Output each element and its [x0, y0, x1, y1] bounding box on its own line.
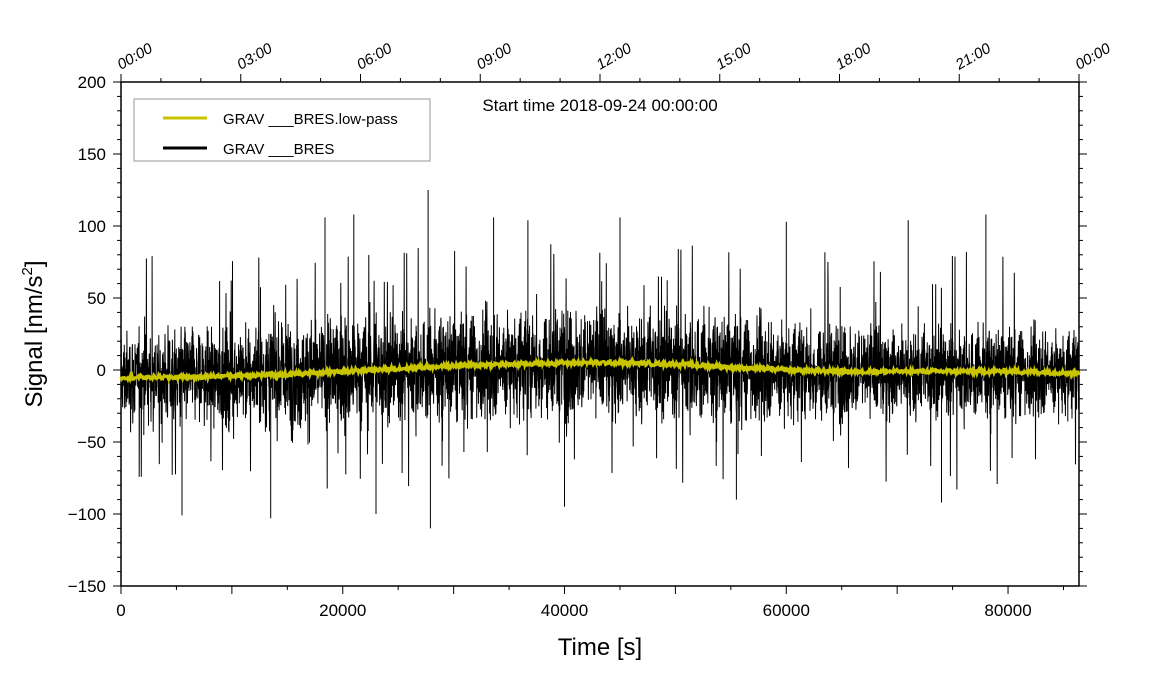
y-axis-title-sup: 2: [19, 267, 36, 275]
y-tick-label: 50: [87, 289, 106, 308]
top-axis-ticks: 00:00 03:00 06:00 09:00 12:00 15:00 18:00 21:00…: [115, 40, 1115, 82]
x-tick-label: 0: [116, 601, 125, 620]
top-tick-label: 06:00: [354, 40, 396, 74]
x-axis-ticks: 0 20000 40000 60000 80000: [116, 586, 1064, 620]
series-grav-bres: [120, 190, 1080, 529]
y-tick-label: 0: [97, 361, 106, 380]
top-tick-label: 03:00: [234, 40, 276, 74]
x-tick-label: 60000: [763, 601, 810, 620]
top-tick-label: 00:00: [1073, 40, 1115, 74]
y-axis-title: Signal [nm/s2]: [19, 260, 48, 407]
top-tick-label: 12:00: [594, 40, 636, 74]
y-tick-label: −100: [68, 505, 106, 524]
top-tick-label: 21:00: [952, 40, 994, 74]
y-tick-label: 200: [78, 73, 106, 92]
legend: GRAV ___BRES.low-pass GRAV ___BRES: [133, 98, 431, 162]
x-tick-label: 40000: [541, 601, 588, 620]
y-tick-label: −50: [77, 433, 106, 452]
x-axis-title: Time [s]: [558, 634, 642, 661]
top-tick-label: 00:00: [115, 40, 157, 74]
y-axis-title-main: Signal [nm/s: [21, 275, 48, 407]
top-tick-label: 18:00: [833, 40, 875, 74]
x-tick-label: 80000: [984, 601, 1031, 620]
y-tick-label: 100: [78, 217, 106, 236]
top-tick-label: 15:00: [713, 40, 755, 74]
y-tick-label: −150: [68, 577, 106, 596]
legend-box: [133, 98, 431, 162]
y-tick-label: 150: [78, 145, 106, 164]
legend-label-low-pass: GRAV ___BRES.low-pass: [223, 111, 398, 128]
y-axis-ticks: −150 −100 −50 0 50 100 150 200: [68, 73, 1087, 596]
y-axis-title-end: ]: [21, 260, 48, 267]
x-tick-label: 20000: [319, 601, 366, 620]
legend-label-raw: GRAV ___BRES: [223, 141, 334, 158]
series-grav-bres-low-pass: [119, 355, 1081, 385]
start-time-annotation: Start time 2018-09-24 00:00:00: [482, 96, 717, 115]
top-tick-label: 09:00: [474, 40, 516, 74]
